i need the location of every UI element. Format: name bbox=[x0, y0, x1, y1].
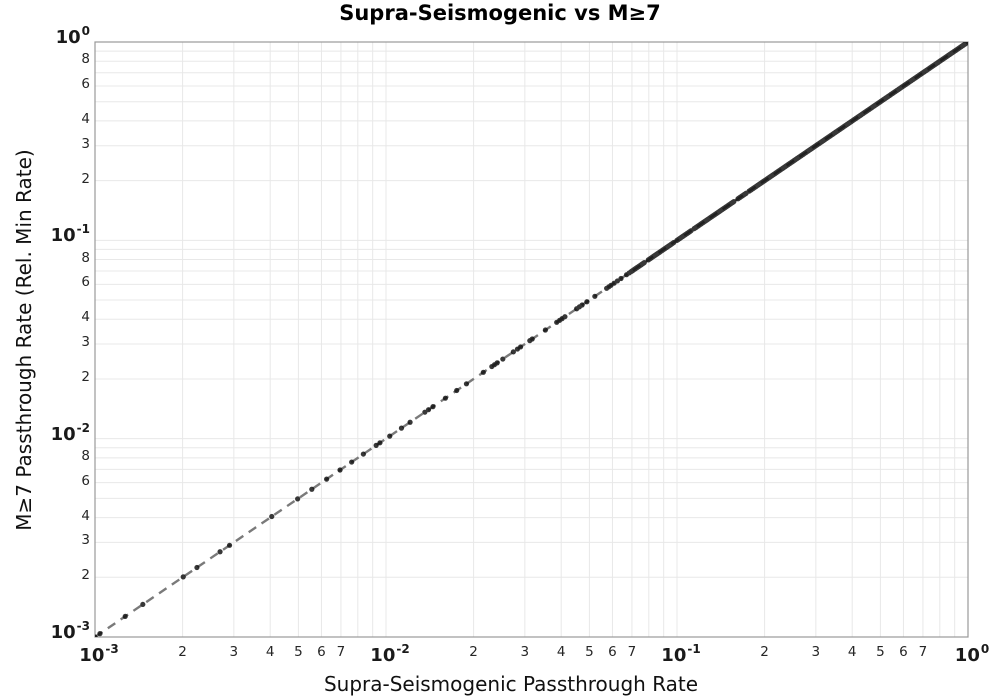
y-tick-label-minor: 2 bbox=[81, 368, 90, 385]
x-tick-label-minor: 5 bbox=[294, 644, 303, 660]
x-tick-label-minor: 7 bbox=[918, 644, 928, 660]
y-tick-label-minor: 3 bbox=[81, 135, 90, 152]
y-tick-label-minor: 2 bbox=[81, 170, 90, 187]
x-tick-label-minor: 2 bbox=[469, 644, 478, 660]
x-tick-label-major: 10-2 bbox=[370, 642, 410, 666]
y-tick-label-minor: 2 bbox=[81, 567, 90, 584]
y-tick-label-minor: 6 bbox=[81, 472, 90, 489]
x-tick-label-minor: 4 bbox=[265, 644, 275, 660]
x-axis-title: Supra-Seismogenic Passthrough Rate bbox=[323, 672, 699, 696]
y-tick-label-minor: 8 bbox=[81, 51, 90, 68]
x-tick-label-minor: 5 bbox=[585, 644, 594, 660]
y-tick-label-minor: 4 bbox=[81, 507, 90, 524]
x-tick-label-minor: 5 bbox=[876, 644, 885, 660]
x-tick-label-minor: 7 bbox=[336, 644, 346, 660]
x-tick-label-minor: 3 bbox=[811, 644, 821, 660]
x-tick-label-minor: 6 bbox=[608, 644, 617, 660]
y-tick-label-minor: 6 bbox=[81, 274, 90, 291]
x-tick-label-minor: 2 bbox=[178, 644, 187, 660]
x-tick-label-major: 10-3 bbox=[79, 642, 119, 666]
x-tick-label-minor: 3 bbox=[520, 644, 530, 660]
y-tick-label-minor: 4 bbox=[81, 309, 90, 326]
x-tick-label-minor: 2 bbox=[760, 644, 769, 660]
x-tick-label-major: 100 bbox=[954, 642, 990, 666]
y-tick-label-minor: 6 bbox=[81, 76, 90, 92]
y-tick-label-major: 10-1 bbox=[50, 222, 90, 247]
y-tick-label-major: 100 bbox=[55, 24, 90, 48]
plot-frame bbox=[94, 41, 969, 638]
x-tick-label-minor: 4 bbox=[556, 644, 566, 660]
y-tick-label-major: 10-3 bbox=[50, 619, 90, 643]
x-tick-label-minor: 6 bbox=[317, 644, 326, 660]
y-tick-label-minor: 8 bbox=[81, 447, 90, 464]
scatter-points bbox=[95, 42, 968, 637]
y-tick-label-minor: 4 bbox=[81, 110, 90, 127]
x-tick-label-major: 10-1 bbox=[661, 642, 701, 666]
gridlines bbox=[95, 42, 968, 637]
x-tick-label-minor: 7 bbox=[627, 644, 637, 660]
chart-title: Supra-Seismogenic vs M≥7 bbox=[339, 1, 661, 25]
x-tick-label-minor: 4 bbox=[847, 644, 857, 660]
x-tick-label-minor: 6 bbox=[899, 644, 908, 660]
y-tick-label-minor: 3 bbox=[81, 532, 90, 549]
y-tick-label-minor: 3 bbox=[81, 334, 90, 351]
y-tick-label-major: 10-2 bbox=[50, 420, 90, 445]
y-tick-label-minor: 8 bbox=[81, 249, 90, 266]
x-tick-label-minor: 3 bbox=[229, 644, 239, 660]
